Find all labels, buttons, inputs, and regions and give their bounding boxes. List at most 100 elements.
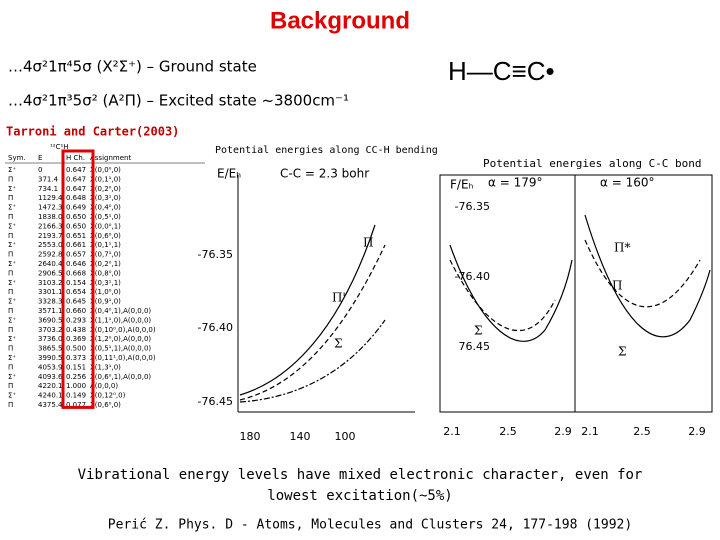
table-cell: 1838.0: [38, 213, 63, 221]
stretch-ylabel: F/Eₕ: [450, 178, 474, 192]
table-cell: Σ⁺: [8, 260, 16, 268]
x-tick-label: 2.5: [499, 425, 517, 438]
table-cell: X(0,2⁰,1): [90, 260, 121, 268]
y-tick-label: 76.45: [459, 340, 491, 353]
table-cell: 0.649: [66, 204, 86, 212]
table-cell: 3328.3: [38, 298, 63, 306]
curve: [449, 244, 573, 342]
table-cell: 0.077: [66, 401, 86, 409]
table-cell: 4220.1: [38, 382, 63, 390]
x-tick-label: 2.9: [554, 425, 572, 438]
table-cell: X(0,10⁰,0),A(0,0,0): [90, 326, 156, 334]
x-tick-label: 140: [290, 430, 311, 443]
table-cell: Π: [8, 326, 13, 334]
table-cell: Π: [8, 251, 13, 259]
x-tick-label: 2.1: [581, 425, 599, 438]
table-cell: Σ⁺: [8, 279, 16, 287]
table-cell: 1472.3: [38, 204, 63, 212]
table-cell: 0.293: [66, 316, 86, 324]
x-tick-label: 2.1: [443, 425, 461, 438]
table-cell: Π: [8, 307, 13, 315]
table-cell: 0: [38, 166, 42, 174]
table-cell: 3736.0: [38, 335, 63, 343]
table-cell: X(0,7¹,0): [90, 251, 121, 259]
table-cell: 3865.5: [38, 345, 63, 353]
y-tick-label: -76.35: [455, 200, 490, 213]
table-cell: 0.650: [66, 213, 86, 221]
table-cell: 3690.5: [38, 316, 63, 324]
table-cell: Π: [8, 363, 13, 371]
table-cell: 0.647: [66, 185, 86, 193]
table-cell: 2906.5: [38, 269, 63, 277]
table-cell: X(0,4⁰,0): [90, 204, 121, 212]
table-cell: 3571.1: [38, 307, 63, 315]
y-tick-label: -76.40: [455, 270, 490, 283]
table-cell: X(0,0⁰,0): [90, 166, 121, 174]
table-cell: 0.661: [66, 241, 86, 249]
table-cell: 4240.1: [38, 392, 63, 400]
table-cell: X(0,0⁰,1): [90, 222, 121, 230]
table-header: E: [38, 154, 42, 162]
table-cell: Σ⁺: [8, 222, 16, 230]
table-cell: 2553.0: [38, 241, 63, 249]
curve-label: Π*: [614, 241, 630, 255]
table-caption: Tarroni and Carter(2003): [6, 125, 179, 139]
table-cell: Π: [8, 401, 13, 409]
highlight: [61, 149, 95, 409]
table-cell: X(0,3¹,0): [90, 194, 121, 202]
table-cell: X(0,6⁰,0): [90, 401, 121, 409]
curve-label: Π: [612, 279, 622, 293]
curve: [584, 239, 701, 308]
table-cell: 3301.1: [38, 288, 63, 296]
table-cell: 0.657: [66, 251, 86, 259]
frame: [439, 174, 713, 413]
table-header: Assignment: [90, 154, 131, 162]
table-cell: 0.369: [66, 335, 86, 343]
table-cell: 2592.8: [38, 251, 63, 259]
table-cell: X(0,9¹,0): [90, 298, 121, 306]
table-cell: Π: [8, 269, 13, 277]
table-cell: X(0,1¹,0): [90, 175, 121, 183]
table-cell: Π: [8, 232, 13, 240]
table-cell: 1129.4: [38, 194, 63, 202]
table-cell: Π: [8, 345, 13, 353]
table-cell: Π: [8, 288, 13, 296]
table-cell: 0.256: [66, 373, 87, 381]
panel-label: α = 179°: [488, 176, 543, 190]
table-cell: X(0,5¹,0): [90, 213, 121, 221]
config-ground: …4σ²1π⁴5σ (X²Σ⁺) – Ground state: [8, 58, 257, 76]
table-cell: 1.000: [66, 382, 86, 390]
config-excited: …4σ²1π³5σ² (A²Π) – Excited state ~3800cm…: [8, 92, 349, 110]
table-cell: 0.648: [66, 194, 86, 202]
table-cell: X(0,12⁰,0): [90, 392, 126, 400]
citation: Perić Z. Phys. D - Atoms, Molecules and …: [108, 518, 632, 533]
table-cell: 0.438: [66, 326, 86, 334]
table-cell: X(1,1¹,0),A(0,0,0): [90, 316, 151, 324]
y-tick-label: -76.40: [198, 321, 233, 334]
curve-label: Σ: [618, 345, 626, 359]
table-cell: Π: [8, 213, 13, 221]
table-cell: 371.4: [38, 175, 59, 183]
table-cell: 0.647: [66, 166, 86, 174]
table-cell: 2640.4: [38, 260, 63, 268]
table-cell: Σ⁺: [8, 335, 16, 343]
stretch-caption: Potential energies along C-C bond: [483, 157, 702, 170]
table-cell: Σ⁺: [8, 204, 16, 212]
curve-label: Σ: [334, 337, 342, 351]
table-cell: 0.500: [66, 345, 86, 353]
table-cell: 3103.2: [38, 279, 63, 287]
table-cell: Σ⁺: [8, 392, 16, 400]
y-tick-label: -76.45: [198, 395, 233, 408]
table-cell: 2193.7: [38, 232, 63, 240]
table-cell: Σ⁺: [8, 166, 16, 174]
table-cell: 4093.6: [38, 373, 63, 381]
table-cell: 0.654: [66, 288, 87, 296]
table-cell: Σ⁺: [8, 298, 16, 306]
table-cell: X(1,3¹,0): [90, 363, 121, 371]
table-cell: 0.154: [66, 279, 87, 287]
table-cell: 0.660: [66, 307, 86, 315]
curve-label: Π: [363, 236, 373, 250]
x-tick-label: 180: [240, 430, 261, 443]
